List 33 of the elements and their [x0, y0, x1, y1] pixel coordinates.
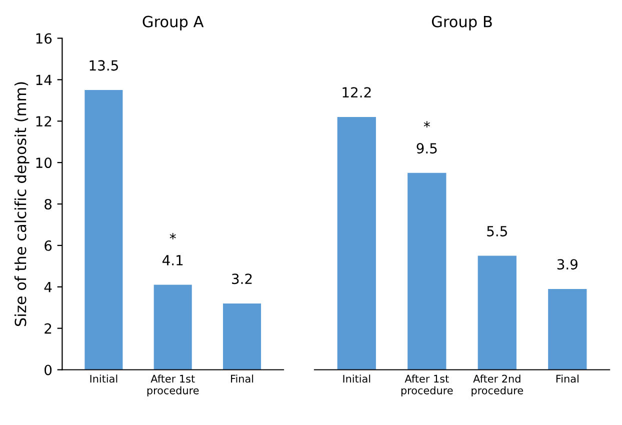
y-tick-label: 8 — [44, 198, 52, 210]
bar — [337, 116, 376, 370]
bar — [408, 172, 446, 370]
chart-title: Group A — [142, 16, 204, 30]
y-axis-title: Size of the calcific deposit (mm) — [14, 82, 30, 326]
bar — [84, 90, 123, 370]
y-tick-label: 14 — [36, 74, 52, 85]
bar — [222, 303, 262, 370]
data-label: * 4.1 — [162, 233, 183, 266]
y-tick-label: 16 — [36, 33, 52, 44]
chart-title: Group B — [432, 16, 492, 30]
bar — [548, 288, 587, 370]
y-tick-label: 12 — [36, 116, 52, 126]
x-tick-label: Final — [231, 374, 254, 383]
bar — [154, 284, 192, 370]
data-label: 3.2 — [232, 274, 252, 284]
data-label: 12.2 — [342, 87, 371, 98]
x-tick-label: Initial — [343, 374, 370, 383]
x-tick-label: After 1st procedure — [147, 374, 199, 396]
data-label: 13.5 — [90, 60, 118, 71]
data-label: * 9.5 — [416, 121, 437, 154]
y-tick-label: 2 — [44, 323, 52, 334]
bar — [478, 256, 516, 370]
y-tick-label: 10 — [36, 158, 52, 168]
data-label: 5.5 — [487, 226, 507, 236]
x-tick-label: Final — [556, 374, 578, 383]
x-tick-label: After 2nd procedure — [472, 374, 524, 396]
x-tick-label: Initial — [90, 374, 118, 383]
x-tick-label: After 1st procedure — [401, 374, 453, 396]
y-tick-label: 6 — [44, 240, 52, 251]
y-tick-label: 0 — [44, 364, 52, 376]
data-label: 3.9 — [557, 259, 578, 270]
y-tick-label: 4 — [44, 282, 52, 292]
